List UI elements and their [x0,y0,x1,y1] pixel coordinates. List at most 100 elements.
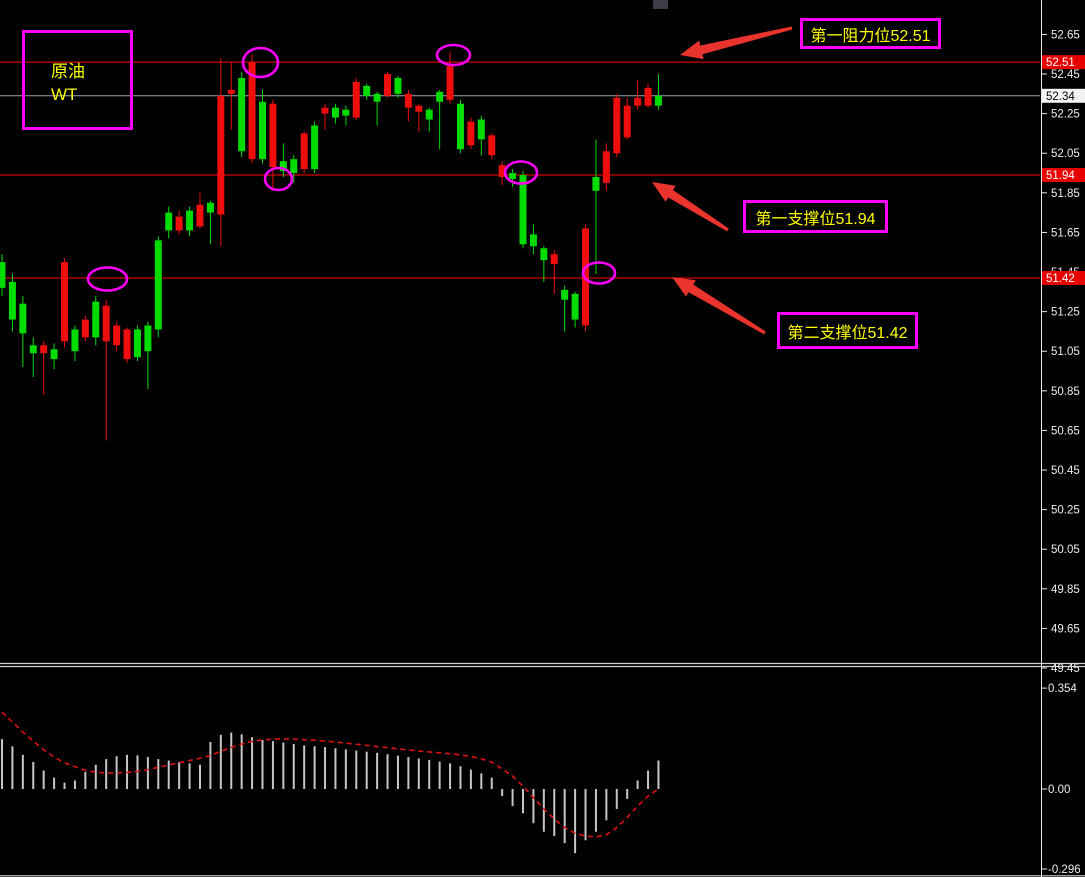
candle-body [352,81,360,118]
annotation-support1-text: 第一支撑位51.94 [755,210,876,228]
candle-body [290,159,298,174]
price-tick-label: 50.05 [1051,544,1080,556]
annotation-support2-text: 第二支撑位51.42 [787,324,908,342]
candle-body [259,101,266,160]
candle-body [436,91,444,102]
candle-body [373,93,381,102]
candle-body [425,109,433,120]
price-badge-51.42: 51.42 [1046,273,1075,285]
candle-body [571,293,579,320]
candle-body [654,95,662,106]
candle-body [133,329,141,358]
price-tick-label: 52.05 [1051,148,1080,160]
price-badge-52.51-bg [1042,55,1085,70]
ellipse-mark-2[interactable] [263,166,294,192]
price-tick-label: 49.45 [1051,663,1080,675]
ellipse-mark-5[interactable] [86,266,129,292]
candle-body [144,325,152,352]
candle-body [196,204,204,227]
candle-body [269,103,277,168]
candle-body [29,345,37,354]
price-tick-label: 51.25 [1051,307,1080,319]
ellipse-mark-1[interactable] [241,46,280,79]
candle-body [61,262,69,342]
candle-body [561,289,569,300]
candle-body [477,119,485,140]
candle-body [363,85,371,96]
arrow-mark-3[interactable] [672,277,766,335]
candle-body [300,133,308,170]
candle-body [248,62,256,160]
candle-body [321,107,329,114]
candle-body [279,161,287,172]
candle-body [331,107,339,118]
candle-body [311,125,319,170]
candle-body [384,74,392,96]
candle-body [154,240,162,330]
candle-body [498,165,506,177]
indicator-tick-label: 0.354 [1048,683,1077,695]
indicator-tick-label: -0.296 [1048,864,1081,876]
symbol-name-2: WT [51,85,78,104]
annotation-resistance1-text: 第一阻力位52.51 [810,27,931,45]
ellipse-mark-4[interactable] [503,160,539,185]
candle-body [509,173,517,179]
candle-body [623,105,631,138]
candle-body [446,66,454,100]
arrow-mark-2[interactable] [652,182,729,232]
candle-body [238,77,246,152]
candle-body [529,234,537,247]
price-badge-52.51: 52.51 [1046,57,1075,69]
candle-body [613,97,621,154]
candle-body [456,103,464,150]
candle-body [92,301,100,338]
candle-body [71,329,79,352]
annotation-resistance1[interactable]: 第一阻力位52.51 [800,18,941,49]
price-badge-51.94: 51.94 [1046,170,1075,182]
price-tick-label: 51.85 [1051,188,1080,200]
candle-body [186,210,194,231]
arrow-mark-1[interactable] [680,26,793,60]
candle-body [644,87,652,106]
macd-signal-line [1,711,659,838]
candle-body [8,281,16,320]
candle-body [102,305,110,342]
candle-body [415,105,423,112]
indicator-tick-label: 0.00 [1048,784,1070,796]
candle-body [634,97,642,106]
candle-body [50,349,58,360]
price-tick-label: 50.45 [1051,465,1080,477]
ellipse-mark-3[interactable] [435,43,472,67]
annotation-support2[interactable]: 第二支撑位51.42 [777,312,918,349]
candle-body [19,303,27,334]
candle-body [113,325,121,346]
price-tick-label: 49.65 [1051,623,1080,635]
price-tick-label: 52.25 [1051,109,1080,121]
price-tick-label: 50.25 [1051,505,1080,517]
current-price-badge: 52.34 [1046,91,1075,103]
ellipse-mark-6[interactable] [581,261,617,285]
candle-body [81,319,89,338]
price-tick-label: 50.85 [1051,386,1080,398]
price-badge-51.42-bg [1042,270,1085,285]
chart-shift-marker[interactable] [653,0,668,9]
candle-body [394,77,402,94]
candle-body [540,248,548,261]
annotation-support1[interactable]: 第一支撑位51.94 [743,200,888,233]
candle-body [488,135,496,156]
candle-body [40,345,48,354]
candle-body [592,176,600,191]
candle-body [467,121,475,146]
candle-body [165,212,173,231]
candle-body [123,329,131,360]
price-tick-label: 49.85 [1051,584,1080,596]
price-tick-label: 52.65 [1051,29,1080,41]
candle-body [519,175,527,245]
symbol-label-box[interactable]: 原油 WT [22,30,133,130]
candle-body [404,93,412,108]
candle-body [550,254,558,265]
price-tick-label: 51.65 [1051,227,1080,239]
